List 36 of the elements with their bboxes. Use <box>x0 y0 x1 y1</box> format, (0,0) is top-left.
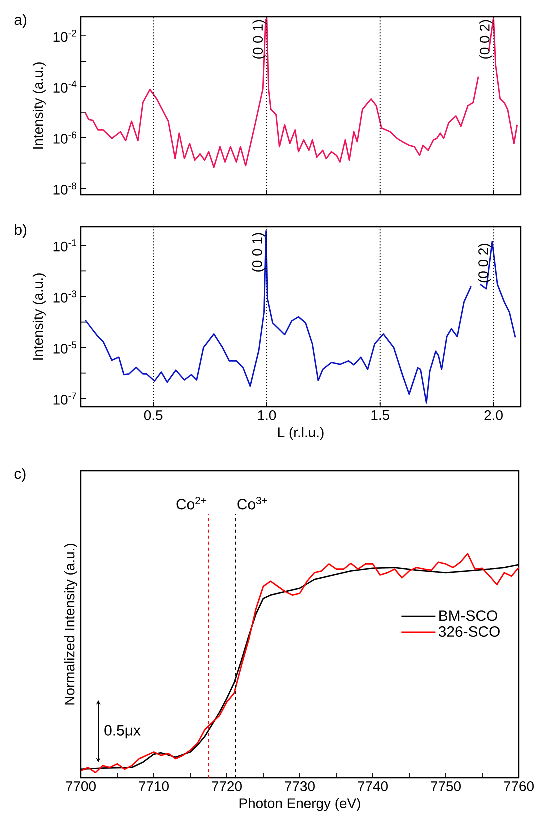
annotation: (0 0 1) <box>252 20 266 59</box>
annotation: 0.5μx <box>104 725 141 739</box>
x-tick-label: 7710 <box>139 782 169 792</box>
y-axis-title: Intensity (a.u.) <box>32 62 46 149</box>
x-tick-label: 7750 <box>431 782 461 792</box>
x-tick-label: 7760 <box>504 782 534 792</box>
x-axis-title: L (r.l.u.) <box>278 427 324 440</box>
legend-label: BM-SCO <box>440 610 498 622</box>
annotation: (0 0 1) <box>252 233 266 272</box>
y-tick-label: 10$^{-3}$ <box>54 290 77 303</box>
y-axis-title: Normalized Intensity (a.u.) <box>64 544 78 705</box>
y-tick-label: 10$^{-1}$ <box>54 240 77 252</box>
x-tick-label: 1.0 <box>258 410 276 420</box>
x-tick-label: 7720 <box>212 782 242 792</box>
x-tick-label: 0.5 <box>144 410 163 420</box>
x-tick-label: 7740 <box>358 782 388 792</box>
y-tick-label: 10$^{-6}$ <box>54 132 77 144</box>
annotation: (0 0 2) <box>480 20 493 59</box>
y-tick-label: 10$^{-7}$ <box>54 392 76 405</box>
chart-title: a) <box>14 14 27 28</box>
y-tick-label: 10$^{-5}$ <box>54 342 77 354</box>
y-tick-label: 10$^{-8}$ <box>54 182 77 195</box>
legend-label: 326-SCO <box>438 626 500 638</box>
ref-line-label: Co$^{3+}$ <box>238 497 268 510</box>
x-tick-label: 2.0 <box>484 410 503 420</box>
chart-title: b) <box>15 224 27 238</box>
chart-title: c) <box>14 468 26 482</box>
ref-line-label: Co$^{2+}$ <box>176 497 207 510</box>
x-tick-label: 1.5 <box>372 410 390 420</box>
x-axis-title: Photon Energy (eV) <box>240 798 360 812</box>
x-tick-label: 7700 <box>66 782 96 792</box>
y-tick-label: 10$^{-4}$ <box>54 80 77 93</box>
annotation: (0 0 2) <box>478 244 492 283</box>
y-axis-title: Intensity (a.u.) <box>32 274 46 360</box>
x-tick-label: 7730 <box>285 782 315 792</box>
y-tick-label: 10$^{-2}$ <box>54 30 76 42</box>
